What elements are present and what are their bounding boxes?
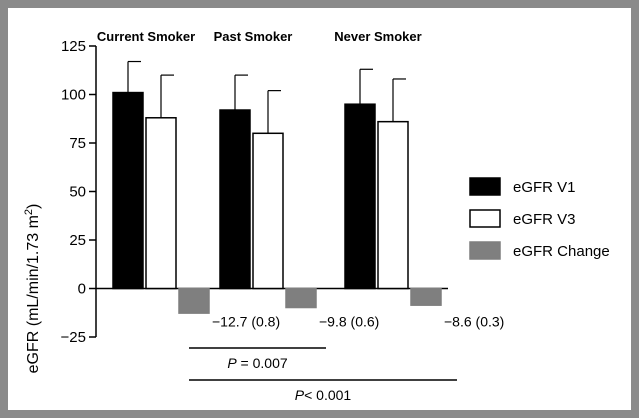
y-tick-label: 0 — [78, 281, 86, 298]
group-label: Current Smoker — [97, 29, 195, 44]
bar-chart: 125 100 75 50 25 0 −25 eGFR (mL/min/1.73 m2) C… — [23, 29, 610, 403]
y-axis-label-superscript: 2 — [23, 209, 35, 215]
bar-egfr-v1 — [219, 109, 251, 290]
legend-swatch — [469, 241, 501, 260]
p-symbol: P — [295, 387, 305, 403]
legend-label: eGFR V3 — [513, 211, 576, 228]
group-label: Past Smoker — [214, 29, 293, 44]
bar-egfr-v3 — [252, 132, 284, 290]
group-label: Never Smoker — [334, 29, 421, 44]
bars — [112, 91, 442, 314]
group-labels: Current Smoker Past Smoker Never Smoker — [97, 29, 422, 44]
bar-egfr-change — [410, 287, 442, 306]
bar-egfr-v1 — [112, 91, 144, 290]
bar-egfr-change — [178, 287, 210, 314]
y-axis-label-close: ) — [25, 204, 42, 209]
change-value-label: −8.6 (0.3) — [444, 314, 504, 330]
bar-egfr-v1 — [344, 103, 376, 290]
bar-egfr-v3 — [377, 120, 409, 290]
y-tick-label: 125 — [61, 38, 86, 55]
y-tick-label: 25 — [69, 232, 86, 249]
change-value-label: −9.8 (0.6) — [319, 314, 379, 330]
legend-swatch — [469, 209, 501, 228]
bar-egfr-change — [285, 287, 317, 309]
legend-label: eGFR V1 — [513, 179, 576, 196]
y-tick-label: 100 — [61, 87, 86, 104]
legend-swatch — [469, 177, 501, 196]
legend-label: eGFR Change — [513, 243, 610, 260]
p-value: = 0.007 — [237, 355, 288, 371]
y-ticks: 125 100 75 50 25 0 −25 — [61, 38, 96, 346]
y-tick-label: 50 — [69, 184, 86, 201]
p-value-label: P = 0.007 — [227, 355, 288, 371]
bar-egfr-v3 — [145, 117, 177, 290]
p-symbol: P — [227, 355, 237, 371]
p-value: < 0.001 — [304, 387, 351, 403]
error-bars — [127, 60, 406, 134]
p-value-label: P< 0.001 — [295, 387, 352, 403]
y-axis-label-main: eGFR (mL/min/1.73 m — [25, 215, 42, 373]
y-tick-label: −25 — [61, 329, 86, 346]
change-labels: −12.7 (0.8) −9.8 (0.6) −8.6 (0.3) — [212, 314, 504, 330]
y-tick-label: 75 — [69, 135, 86, 152]
change-value-label: −12.7 (0.8) — [212, 314, 280, 330]
legend: eGFR V1 eGFR V3 eGFR Change — [469, 177, 610, 260]
y-axis-label: eGFR (mL/min/1.73 m2) — [23, 204, 42, 374]
